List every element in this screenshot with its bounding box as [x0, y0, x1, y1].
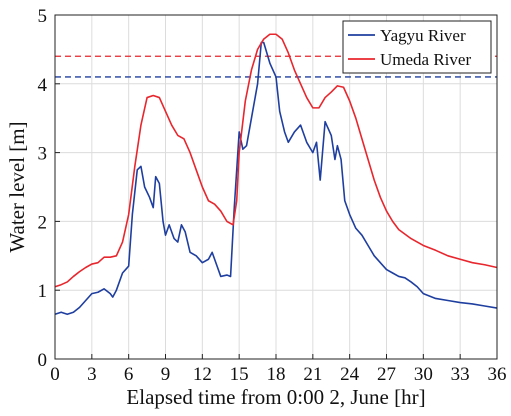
legend-box — [342, 20, 492, 74]
x-tick-label: 0 — [50, 364, 60, 385]
plot-frame — [54, 14, 498, 360]
x-tick-label: 12 — [193, 364, 212, 385]
x-tick-label: 21 — [303, 364, 322, 385]
x-axis-label: Elapsed time from 0:00 2, June [hr] — [126, 385, 425, 409]
x-tick-label: 36 — [488, 364, 507, 385]
series-line — [54, 41, 498, 316]
legend-label: Umeda River — [380, 50, 471, 69]
series-line — [54, 33, 498, 288]
x-tick-label: 3 — [87, 364, 97, 385]
x-tick-label: 24 — [340, 364, 360, 385]
x-tick-label: 15 — [230, 364, 249, 385]
x-tick-label: 18 — [267, 364, 286, 385]
y-tick-label: 1 — [38, 281, 48, 302]
legend: Yagyu River Umeda River — [342, 20, 492, 74]
x-tick-label: 30 — [414, 364, 433, 385]
x-tick-label: 9 — [161, 364, 171, 385]
legend-label: Yagyu River — [380, 26, 466, 45]
y-tick-label: 0 — [38, 350, 48, 371]
y-tick-label: 5 — [38, 6, 48, 27]
x-tick-label: 27 — [377, 364, 396, 385]
y-tick-label: 3 — [38, 144, 48, 165]
x-tick-label: 6 — [124, 364, 134, 385]
y-axis-label: Water level [m] — [5, 121, 29, 252]
x-tick-label: 33 — [451, 364, 470, 385]
y-tick-label: 2 — [38, 212, 48, 233]
y-tick-label: 4 — [38, 75, 48, 96]
